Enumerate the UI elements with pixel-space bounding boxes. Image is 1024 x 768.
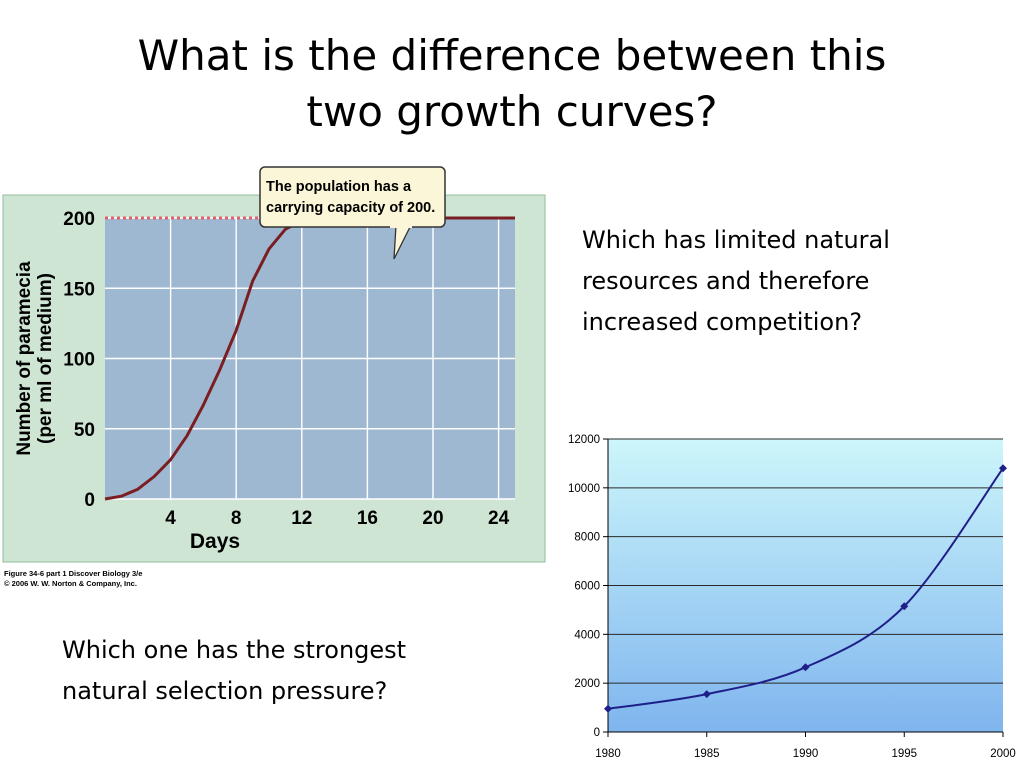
callout-text-line: carrying capacity of 200. (266, 200, 435, 216)
x-tick-label: 1985 (694, 748, 720, 760)
question-line: resources and therefore (582, 267, 870, 295)
x-tick-label: 2000 (990, 748, 1016, 760)
y-axis-label: Number of paramecia(per ml of medium) (14, 261, 56, 456)
selection-pressure-question: Which one has the strongest natural sele… (62, 630, 406, 712)
y-tick-label: 6000 (574, 581, 600, 593)
y-tick-label: 150 (63, 279, 95, 300)
x-tick-label: 4 (165, 508, 176, 529)
callout-text-line: The population has a (266, 179, 412, 195)
y-axis-label-line: (per ml of medium) (35, 273, 56, 444)
y-tick-label: 0 (84, 490, 95, 511)
question-line: increased competition? (582, 308, 863, 336)
y-tick-label: 4000 (574, 629, 600, 641)
data-point-marker (999, 464, 1007, 473)
callout-text: The population has a carrying capacity of… (266, 179, 435, 216)
slide-title-line: What is the difference between this (137, 31, 887, 80)
x-tick-label: 16 (357, 508, 378, 529)
y-tick-label: 12000 (568, 434, 600, 446)
callout-box (259, 166, 446, 228)
x-tick-label: 12 (291, 508, 312, 529)
data-point-marker (702, 690, 711, 699)
x-tick-label: 24 (488, 508, 510, 529)
y-tick-label: 100 (63, 350, 95, 371)
x-tick-label: 1995 (891, 748, 917, 760)
y-tick-label: 8000 (574, 532, 600, 544)
y-tick-label: 10000 (568, 483, 600, 495)
x-tick-label: 1990 (793, 748, 819, 760)
x-tick-label: 8 (231, 508, 242, 529)
y-tick-label: 50 (74, 420, 95, 441)
data-point-marker (900, 602, 909, 611)
y-tick-label: 0 (594, 727, 600, 739)
slide-title-line: two growth curves? (306, 87, 718, 136)
population-line (607, 467, 1004, 710)
x-tick-label: 1980 (595, 748, 621, 760)
question-line: Which one has the strongest (62, 636, 407, 664)
figure-caption-line: © 2006 W. W. Norton & Company, Inc. (4, 579, 137, 588)
data-point-marker (801, 663, 810, 672)
data-point-marker (604, 704, 612, 713)
question-line: Which has limited natural (582, 226, 890, 254)
logistic-growth-chart: 4 8 12 16 20 24 0 50 100 150 200 Days Number of para… (2, 166, 546, 588)
callout-join (390, 225, 412, 228)
question-line: natural selection pressure? (62, 677, 388, 705)
slide-title: What is the difference between this two … (0, 28, 1024, 140)
exponential-growth-chart: 0 2000 4000 6000 8000 10000 12000 1980 1985 1990 1… (568, 434, 1016, 760)
y-tick-label: 2000 (574, 678, 600, 690)
x-axis-label: Days (190, 530, 240, 553)
x-tick-label: 20 (422, 508, 443, 529)
y-axis-label-line: Number of paramecia (14, 261, 35, 456)
y-tick-label: 200 (63, 209, 95, 230)
figure-caption-line: Figure 34-6 part 1 Discover Biology 3/e (4, 569, 142, 578)
competition-question: Which has limited natural resources and … (582, 220, 890, 343)
